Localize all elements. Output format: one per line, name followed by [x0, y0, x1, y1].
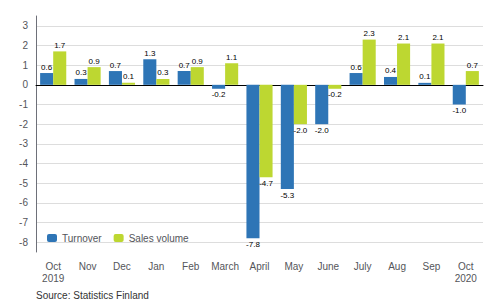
svg-text:2.1: 2.1	[398, 33, 410, 42]
svg-text:Oct: Oct	[458, 261, 474, 272]
svg-text:Dec: Dec	[113, 261, 131, 272]
svg-text:2020: 2020	[455, 273, 478, 284]
svg-text:Nov: Nov	[79, 261, 97, 272]
svg-text:0: 0	[22, 79, 28, 90]
svg-text:-7.8: -7.8	[246, 240, 260, 249]
svg-text:Jan: Jan	[148, 261, 164, 272]
svg-text:-4: -4	[19, 158, 28, 169]
svg-text:0.7: 0.7	[179, 61, 191, 70]
svg-text:Turnover: Turnover	[62, 233, 102, 244]
svg-text:0.3: 0.3	[157, 68, 169, 77]
svg-text:0.7: 0.7	[110, 61, 122, 70]
svg-text:0.4: 0.4	[385, 66, 397, 75]
svg-text:-0.2: -0.2	[212, 90, 226, 99]
svg-text:3: 3	[22, 20, 28, 31]
svg-text:May: May	[284, 261, 303, 272]
svg-text:-8: -8	[19, 237, 28, 248]
svg-text:1.7: 1.7	[54, 41, 66, 50]
svg-text:-5.3: -5.3	[280, 191, 294, 200]
svg-text:June: June	[317, 261, 339, 272]
svg-text:0.9: 0.9	[192, 57, 204, 66]
svg-text:July: July	[354, 261, 372, 272]
svg-text:-2: -2	[19, 119, 28, 130]
svg-text:-1.0: -1.0	[452, 106, 466, 115]
svg-text:1: 1	[22, 60, 28, 71]
svg-text:-5: -5	[19, 178, 28, 189]
svg-text:1.3: 1.3	[144, 49, 156, 58]
svg-text:Aug: Aug	[388, 261, 406, 272]
svg-text:-2.0: -2.0	[315, 126, 329, 135]
svg-text:Sep: Sep	[423, 261, 441, 272]
svg-text:-7: -7	[19, 217, 28, 228]
svg-text:-4.7: -4.7	[259, 179, 273, 188]
svg-text:Sales volume: Sales volume	[129, 233, 189, 244]
svg-text:Feb: Feb	[182, 261, 200, 272]
svg-text:0.3: 0.3	[75, 68, 87, 77]
svg-text:Source: Statistics Finland: Source: Statistics Finland	[36, 290, 149, 301]
svg-text:March: March	[211, 261, 239, 272]
svg-text:-2.0: -2.0	[294, 126, 308, 135]
svg-text:2019: 2019	[42, 273, 65, 284]
svg-text:0.1: 0.1	[123, 72, 135, 81]
svg-text:0.7: 0.7	[467, 61, 479, 70]
svg-text:0.6: 0.6	[41, 63, 53, 72]
svg-text:-1: -1	[19, 99, 28, 110]
svg-text:0.1: 0.1	[419, 72, 431, 81]
svg-text:1.1: 1.1	[226, 53, 238, 62]
svg-text:-3: -3	[19, 138, 28, 149]
svg-text:0.9: 0.9	[89, 57, 101, 66]
svg-text:0.6: 0.6	[351, 63, 363, 72]
svg-text:Oct: Oct	[45, 261, 61, 272]
svg-text:April: April	[249, 261, 269, 272]
svg-text:2: 2	[22, 40, 28, 51]
svg-text:2.1: 2.1	[432, 33, 444, 42]
svg-text:2.3: 2.3	[364, 29, 376, 38]
svg-text:-6: -6	[19, 197, 28, 208]
svg-text:-0.2: -0.2	[328, 90, 342, 99]
